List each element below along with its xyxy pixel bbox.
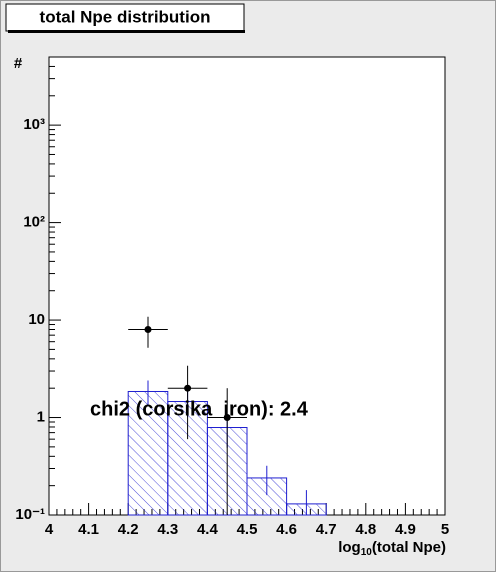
- title-shadow: [8, 30, 245, 33]
- x-label-rest: (total Npe): [372, 539, 446, 556]
- x-tick-label: 4: [45, 521, 54, 538]
- x-tick-label: 5: [441, 521, 449, 538]
- data-point: [144, 326, 152, 334]
- x-tick-label: 4.7: [316, 521, 337, 538]
- plot-area: [48, 65, 446, 516]
- x-tick-label: 4.9: [395, 521, 416, 538]
- title-box: [5, 3, 245, 32]
- x-tick-label: 4.5: [237, 521, 258, 538]
- y-tick-label: 1: [37, 409, 45, 426]
- x-tick-label: 4.3: [157, 521, 178, 538]
- chart-title: total Npe distribution: [40, 7, 211, 26]
- data-point: [184, 384, 192, 392]
- x-label-sub: 10: [361, 547, 373, 558]
- histogram-bar: [127, 390, 169, 516]
- y-tick-label: 10³: [23, 116, 45, 133]
- x-tick-label: 4.6: [276, 521, 297, 538]
- y-tick-label: 10⁻¹: [15, 506, 45, 523]
- data-point: [223, 414, 231, 422]
- annotation: chi2 (corsika_iron): 2.4: [90, 398, 309, 420]
- y-tick-label: 10²: [23, 214, 45, 231]
- y-axis-label: #: [14, 55, 23, 72]
- x-axis-label: log10(total Npe): [338, 539, 446, 558]
- x-tick-label: 4.8: [355, 521, 376, 538]
- x-tick-label: 4.4: [197, 521, 219, 538]
- x-label-main: log: [338, 539, 361, 556]
- x-tick-label: 4.1: [78, 521, 99, 538]
- x-tick-label: 4.2: [118, 521, 139, 538]
- y-tick-label: 10: [28, 311, 45, 328]
